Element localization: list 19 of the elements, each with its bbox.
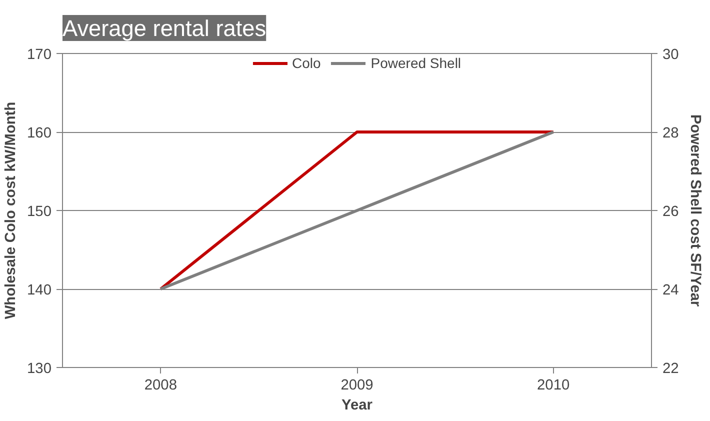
y-tick-label: 140	[27, 282, 52, 298]
legend-label: Colo	[292, 55, 321, 71]
x-tick-label: 2009	[340, 378, 374, 394]
y2-tick-label: 30	[662, 47, 679, 63]
y2-tick-label: 28	[662, 126, 679, 142]
x-tick-label: 2010	[537, 378, 570, 394]
y-axis-title: Wholesale Colo cost kW/Month	[3, 102, 20, 320]
x-axis-title: Year	[342, 398, 373, 414]
chart-title: Average rental rates	[62, 15, 266, 41]
y2-tick-label: 24	[662, 282, 679, 298]
y-tick-label: 160	[27, 126, 52, 142]
y-tick-label: 170	[27, 47, 52, 63]
y2-tick-label: 26	[662, 204, 679, 220]
legend-label: Powered Shell	[370, 55, 462, 71]
y2-tick-label: 22	[662, 361, 679, 377]
y-tick-label: 150	[27, 204, 52, 220]
y-tick-label: 130	[27, 361, 52, 377]
y2-axis-title: Powered Shell cost SF/Year	[686, 114, 703, 307]
x-tick-label: 2008	[144, 378, 177, 394]
